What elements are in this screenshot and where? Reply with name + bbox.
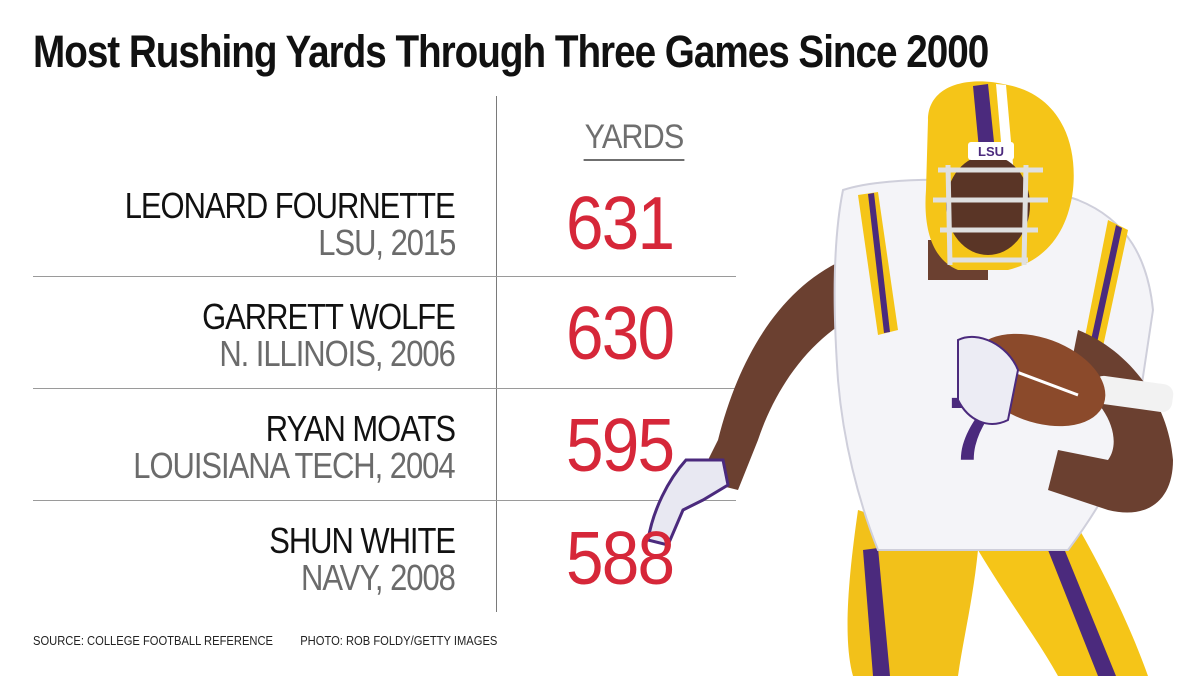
row-divider-2 bbox=[33, 388, 736, 389]
row-1-player-name: LEONARD FOURNETTE bbox=[125, 185, 456, 226]
row-1-yards-value: 631 bbox=[566, 181, 675, 265]
row-4-player-name: SHUN WHITE bbox=[269, 520, 456, 561]
row-divider-3 bbox=[33, 500, 736, 501]
row-divider-1 bbox=[33, 276, 736, 277]
footer: SOURCE: COLLEGE FOOTBALL REFERENCE PHOTO… bbox=[33, 633, 521, 648]
row-3-yards-value: 595 bbox=[566, 403, 675, 487]
row-2-team-year: N. ILLINOIS, 2006 bbox=[219, 333, 456, 374]
photo-credit: PHOTO: ROB FOLDY/GETTY IMAGES bbox=[300, 633, 498, 648]
row-3-team-year: LOUISIANA TECH, 2004 bbox=[133, 445, 456, 486]
row-2-player-name: GARRETT WOLFE bbox=[202, 296, 456, 337]
helmet-logo-text: LSU bbox=[978, 144, 1004, 159]
row-4-team-year: NAVY, 2008 bbox=[301, 557, 456, 598]
yards-column-header: YARDS bbox=[583, 118, 685, 161]
column-divider bbox=[496, 96, 497, 612]
row-2-yards-value: 630 bbox=[566, 291, 675, 375]
chart-title: Most Rushing Yards Through Three Games S… bbox=[33, 26, 989, 77]
row-3-player-name: RYAN MOATS bbox=[265, 408, 456, 449]
player-photo: 7 LSU bbox=[646, 81, 1174, 676]
row-1-team-year: LSU, 2015 bbox=[317, 222, 456, 263]
source-credit: SOURCE: COLLEGE FOOTBALL REFERENCE bbox=[33, 633, 274, 648]
row-4-yards-value: 588 bbox=[566, 516, 675, 600]
